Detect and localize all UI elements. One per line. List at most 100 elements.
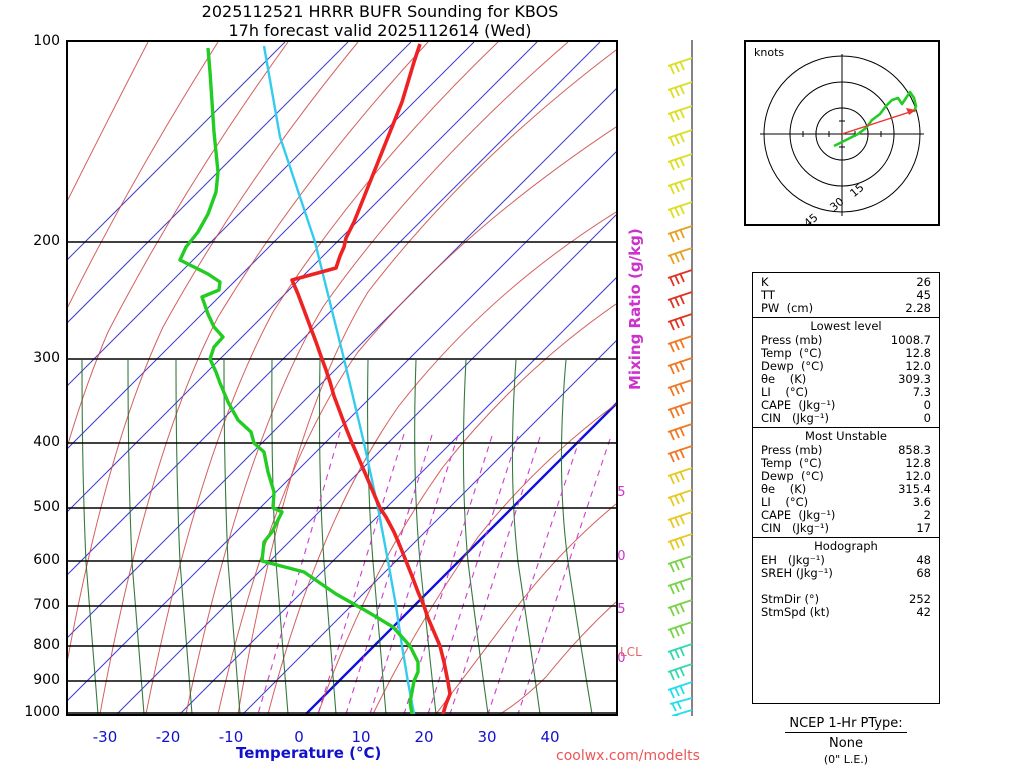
stat-key: K <box>761 275 769 289</box>
stat-value: 12.8 <box>905 456 931 470</box>
stat-key: StmSpd (kt) <box>761 605 830 619</box>
stat-value: 252 <box>909 592 931 606</box>
sounding-stats-panel: K 26 TT 45 PW (cm) 2.28 Lowest level Press … <box>752 272 940 704</box>
stat-row: CAPE (Jkg⁻¹) 2 <box>753 509 939 522</box>
storm-motion-arrowhead <box>906 108 916 115</box>
temp-tick-40: 40 <box>540 728 560 746</box>
pressure-tick-400: 400 <box>33 434 60 450</box>
ptype-liquid-equivalent: (0" L.E.) <box>823 753 869 766</box>
stat-row: K 26 <box>753 276 939 289</box>
stat-row: StmSpd (kt) 42 <box>753 606 939 619</box>
pressure-tick-600: 600 <box>33 552 60 568</box>
mixing-ratio-axis-label: Mixing Ratio (g/kg) <box>626 228 644 390</box>
temp-tick-0: 0 <box>294 728 304 746</box>
storm-motion-vector <box>841 109 917 135</box>
stat-value: 0 <box>923 398 931 412</box>
hodograph[interactable]: knots 15 30 45 <box>744 40 940 230</box>
parcel-trace <box>262 45 416 714</box>
stat-key: Temp (°C) <box>761 456 822 470</box>
stat-key: θe (K) <box>761 482 807 496</box>
stat-row: θe (K) 309.3 <box>753 373 939 386</box>
stat-row: EH (Jkg⁻¹) 48 <box>753 554 939 567</box>
stat-value: 2 <box>923 508 931 522</box>
stat-row: TT 45 <box>753 289 939 302</box>
hodograph-units-label: knots <box>754 46 785 59</box>
pressure-tick-700: 700 <box>33 597 60 613</box>
most-unstable-title: Most Unstable <box>753 427 939 444</box>
stat-value: 12.0 <box>905 359 931 373</box>
stat-row: θe (K) 315.4 <box>753 483 939 496</box>
stat-key: PW (cm) <box>761 301 814 315</box>
stat-row: StmDir (°) 252 <box>753 593 939 606</box>
stat-key: LI (°C) <box>761 385 809 399</box>
pressure-tick-200: 200 <box>33 233 60 249</box>
stat-key: TT <box>761 288 775 302</box>
stat-value: 858.3 <box>898 443 931 457</box>
skew-t-canvas <box>68 42 616 714</box>
hodograph-trace <box>833 90 918 148</box>
page-title: 2025112521 HRRR BUFR Sounding for KBOS <box>201 2 559 21</box>
ptype-value: None <box>829 736 863 751</box>
temp-tick--20: -20 <box>155 728 181 746</box>
stat-value: 68 <box>916 566 931 580</box>
stat-key: Temp (°C) <box>761 346 822 360</box>
pressure-tick-1000: 1000 <box>24 704 60 720</box>
skew-t-chart[interactable] <box>66 40 618 716</box>
stat-row: LI (°C) 3.6 <box>753 496 939 509</box>
stat-value: 48 <box>916 553 931 567</box>
stat-row: CIN (Jkg⁻¹) 17 <box>753 522 939 535</box>
stat-key: Dewp (°C) <box>761 469 824 483</box>
dewpoint-trace <box>178 47 420 714</box>
stat-key: θe (K) <box>761 372 807 386</box>
stat-value: 12.8 <box>905 346 931 360</box>
hodograph-canvas <box>760 54 924 216</box>
stat-value: 0 <box>923 411 931 425</box>
stat-row: Temp (°C) 12.8 <box>753 347 939 360</box>
stat-row: Press (mb) 858.3 <box>753 444 939 457</box>
stat-value: 2.28 <box>905 301 931 315</box>
lcl-label: LCL <box>620 645 642 659</box>
stat-value: 315.4 <box>898 482 931 496</box>
stat-key: Press (mb) <box>761 333 823 347</box>
stat-key: StmDir (°) <box>761 592 820 606</box>
stat-key: Press (mb) <box>761 443 823 457</box>
stat-value: 309.3 <box>898 372 931 386</box>
temp-tick--30: -30 <box>92 728 118 746</box>
stat-key: CIN (Jkg⁻¹) <box>761 411 829 425</box>
stat-row: Dewp (°C) 12.0 <box>753 470 939 483</box>
stat-key: SREH (Jkg⁻¹) <box>761 566 833 580</box>
temp-tick--10: -10 <box>218 728 244 746</box>
pressure-tick-300: 300 <box>33 350 60 366</box>
stat-value: 17 <box>916 521 931 535</box>
stat-value: 12.0 <box>905 469 931 483</box>
temp-tick-30: 30 <box>477 728 497 746</box>
stat-value: 1008.7 <box>890 333 931 347</box>
pressure-tick-500: 500 <box>33 499 60 515</box>
stat-row: CAPE (Jkg⁻¹) 0 <box>753 399 939 412</box>
stat-row: SREH (Jkg⁻¹) 68 <box>753 567 939 580</box>
stat-row: LI (°C) 7.3 <box>753 386 939 399</box>
stat-row: Temp (°C) 12.8 <box>753 457 939 470</box>
stat-key: EH (Jkg⁻¹) <box>761 553 825 567</box>
stat-key: Dewp (°C) <box>761 359 824 373</box>
credit-text: coolwx.com/modelts <box>556 748 700 764</box>
temp-tick-10: 10 <box>351 728 371 746</box>
stat-row: Press (mb) 1008.7 <box>753 334 939 347</box>
pressure-tick-900: 900 <box>33 672 60 688</box>
stat-key: LI (°C) <box>761 495 809 509</box>
lowest-level-title: Lowest level <box>753 317 939 334</box>
stat-key: CIN (Jkg⁻¹) <box>761 521 829 535</box>
stat-row: Dewp (°C) 12.0 <box>753 360 939 373</box>
wind-barb-column <box>667 40 693 716</box>
hodograph-stats-title: Hodograph <box>753 537 939 554</box>
temp-tick-20: 20 <box>414 728 434 746</box>
pressure-tick-100: 100 <box>33 33 60 49</box>
ptype-header: NCEP 1-Hr PType: <box>785 716 907 733</box>
temperature-trace <box>290 43 452 714</box>
stat-value: 3.6 <box>912 495 931 509</box>
stat-row: CIN (Jkg⁻¹) 0 <box>753 412 939 425</box>
stat-row: PW (cm) 2.28 <box>753 302 939 315</box>
stat-value: 7.3 <box>912 385 931 399</box>
stat-value: 45 <box>916 288 931 302</box>
